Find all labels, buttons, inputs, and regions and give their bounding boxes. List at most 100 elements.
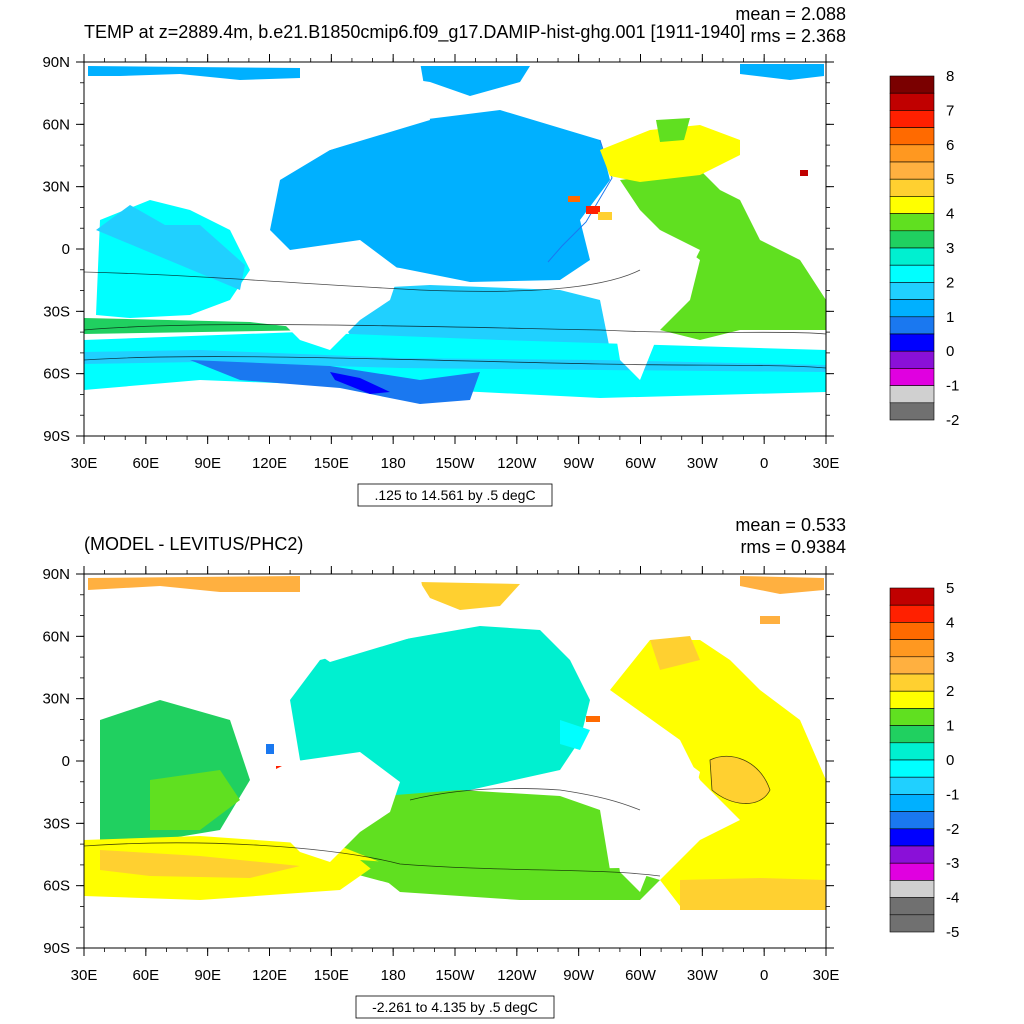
panel-1-map (84, 62, 826, 436)
colorbar-swatch (889, 587, 935, 606)
lat-label: 30N (42, 691, 70, 708)
colorbar-swatch (889, 75, 935, 94)
panel-2-lon-labels: 30E 60E 90E 120E 150E 180 150W 120W 90W 60W 30W 0 30… (71, 967, 840, 984)
panel-2-map (84, 574, 826, 948)
colorbar-swatch (889, 690, 935, 709)
colorbar-swatch (889, 196, 935, 214)
colorbar-swatch (889, 897, 935, 916)
panel-1-rms: rms = 2.368 (750, 26, 846, 46)
colorbar-swatch (889, 656, 935, 675)
colorbar-label: 0 (946, 752, 954, 769)
lon-label: 150E (314, 967, 349, 984)
colorbar-label: 3 (946, 240, 954, 257)
colorbar-swatch (889, 350, 935, 369)
lat-label: 30S (43, 815, 70, 832)
lon-label: 30E (71, 967, 98, 984)
lon-label: 30E (71, 455, 98, 472)
colorbar-label: 4 (946, 206, 954, 223)
colorbar-swatch (889, 725, 935, 744)
colorbar-label: 1 (946, 718, 954, 735)
lon-label: 150W (435, 455, 475, 472)
colorbar-swatch (889, 811, 935, 830)
panel-2-contour-info: -2.261 to 4.135 by .5 degC (372, 999, 538, 1015)
colorbar-label: 1 (946, 309, 954, 326)
panel-2-title: (MODEL - LEVITUS/PHC2) (84, 534, 303, 554)
lon-label: 30E (813, 967, 840, 984)
colorbar-label: 5 (946, 580, 954, 597)
panel-1-colorbar: 8 7 6 5 4 3 2 1 0 -1 -2 (889, 68, 959, 429)
colorbar-label: -2 (946, 412, 959, 429)
lat-label: 60N (42, 628, 70, 645)
lat-label: 90N (42, 54, 70, 71)
panel-1-mean: mean = 2.088 (735, 4, 846, 24)
lon-label: 90E (194, 967, 221, 984)
colorbar-swatch (889, 759, 935, 778)
lat-label: 90S (43, 940, 70, 957)
colorbar-label: -1 (946, 786, 959, 803)
lon-label: 30W (687, 967, 719, 984)
lon-label: 150W (435, 967, 475, 984)
lon-label: 180 (381, 967, 406, 984)
colorbar-swatch (889, 845, 935, 864)
colorbar-swatch (889, 673, 935, 692)
lon-label: 60E (132, 967, 159, 984)
lon-label: 60W (625, 455, 657, 472)
lon-label: 60W (625, 967, 657, 984)
panel-2-colorbar: 5 4 3 2 1 0 -1 -2 -3 -4 -5 (889, 580, 959, 941)
colorbar-swatch (889, 639, 935, 658)
lat-label: 60S (43, 878, 70, 895)
lon-label: 30E (813, 455, 840, 472)
panel-2-rms: rms = 0.9384 (740, 537, 846, 557)
lat-label: 90N (42, 566, 70, 583)
colorbar-swatch (889, 110, 935, 128)
panel-1: TEMP at z=2889.4m, b.e21.B1850cmip6.f09_… (42, 4, 959, 507)
lat-label: 0 (62, 753, 70, 770)
colorbar-label: -5 (946, 924, 959, 941)
colorbar-swatch (889, 247, 935, 266)
colorbar-label: 7 (946, 102, 954, 119)
colorbar-swatch (889, 862, 935, 881)
colorbar-swatch (889, 230, 935, 249)
colorbar-swatch (889, 776, 935, 795)
lon-label: 180 (381, 455, 406, 472)
lon-label: 120E (252, 967, 287, 984)
colorbar-swatch (889, 161, 935, 180)
lon-label: 120E (252, 455, 287, 472)
lat-label: 30N (42, 179, 70, 196)
lon-label: 120W (497, 967, 537, 984)
colorbar-swatch (889, 127, 935, 146)
colorbar-label: -1 (946, 378, 959, 395)
colorbar-swatch (889, 794, 935, 812)
colorbar-swatch (889, 742, 935, 761)
lat-label: 60S (43, 366, 70, 383)
lon-label: 150E (314, 455, 349, 472)
panel-1-title: TEMP at z=2889.4m, b.e21.B1850cmip6.f09_… (84, 22, 745, 43)
panel-1-lon-labels: 30E 60E 90E 120E 150E 180 150W 120W 90W 60W 30W 0 30… (71, 455, 840, 472)
lon-label: 0 (760, 967, 768, 984)
panel-2-ticks (76, 566, 834, 956)
colorbar-swatch (889, 264, 935, 283)
colorbar-label: 3 (946, 649, 954, 666)
lon-label: 90W (563, 455, 595, 472)
panel-1-contour-info: .125 to 14.561 by .5 degC (374, 487, 535, 503)
colorbar-swatch (889, 144, 935, 163)
lon-label: 30W (687, 455, 719, 472)
lat-label: 90S (43, 428, 70, 445)
colorbar-label: -2 (946, 821, 959, 838)
colorbar-swatch (889, 604, 935, 623)
colorbar-label: 5 (946, 171, 954, 188)
lat-label: 0 (62, 241, 70, 258)
colorbar-label: 4 (946, 614, 954, 631)
panel-2-lat-labels: 90N 60N 30N 0 30S 60S 90S (42, 566, 70, 957)
colorbar-swatch (889, 178, 935, 197)
lon-label: 90E (194, 455, 221, 472)
lon-label: 0 (760, 455, 768, 472)
colorbar-swatch (889, 708, 935, 726)
colorbar-swatch (889, 92, 935, 111)
lon-label: 60E (132, 455, 159, 472)
panel-1-lat-labels: 90N 60N 30N 0 30S 60S 90S (42, 54, 70, 445)
colorbar-label: -4 (946, 890, 959, 907)
colorbar-label: 2 (946, 683, 954, 700)
panel-1-ticks (76, 54, 834, 444)
